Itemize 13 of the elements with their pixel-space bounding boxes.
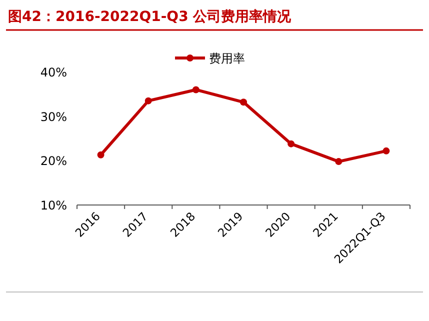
point: [97, 151, 104, 158]
y-tick-label: 30%: [40, 110, 67, 124]
point: [240, 98, 247, 106]
point: [382, 147, 390, 154]
point: [144, 97, 152, 104]
y-tick-label: 20%: [40, 154, 67, 168]
y-tick-label: 40%: [40, 66, 67, 80]
chart-title: 图42：2016-2022Q1-Q3 公司费用率情况: [8, 8, 292, 25]
point: [192, 86, 200, 94]
point: [288, 140, 295, 148]
y-tick-label: 10%: [40, 198, 67, 212]
legend-label: 费用率: [209, 52, 245, 66]
point: [335, 158, 342, 166]
